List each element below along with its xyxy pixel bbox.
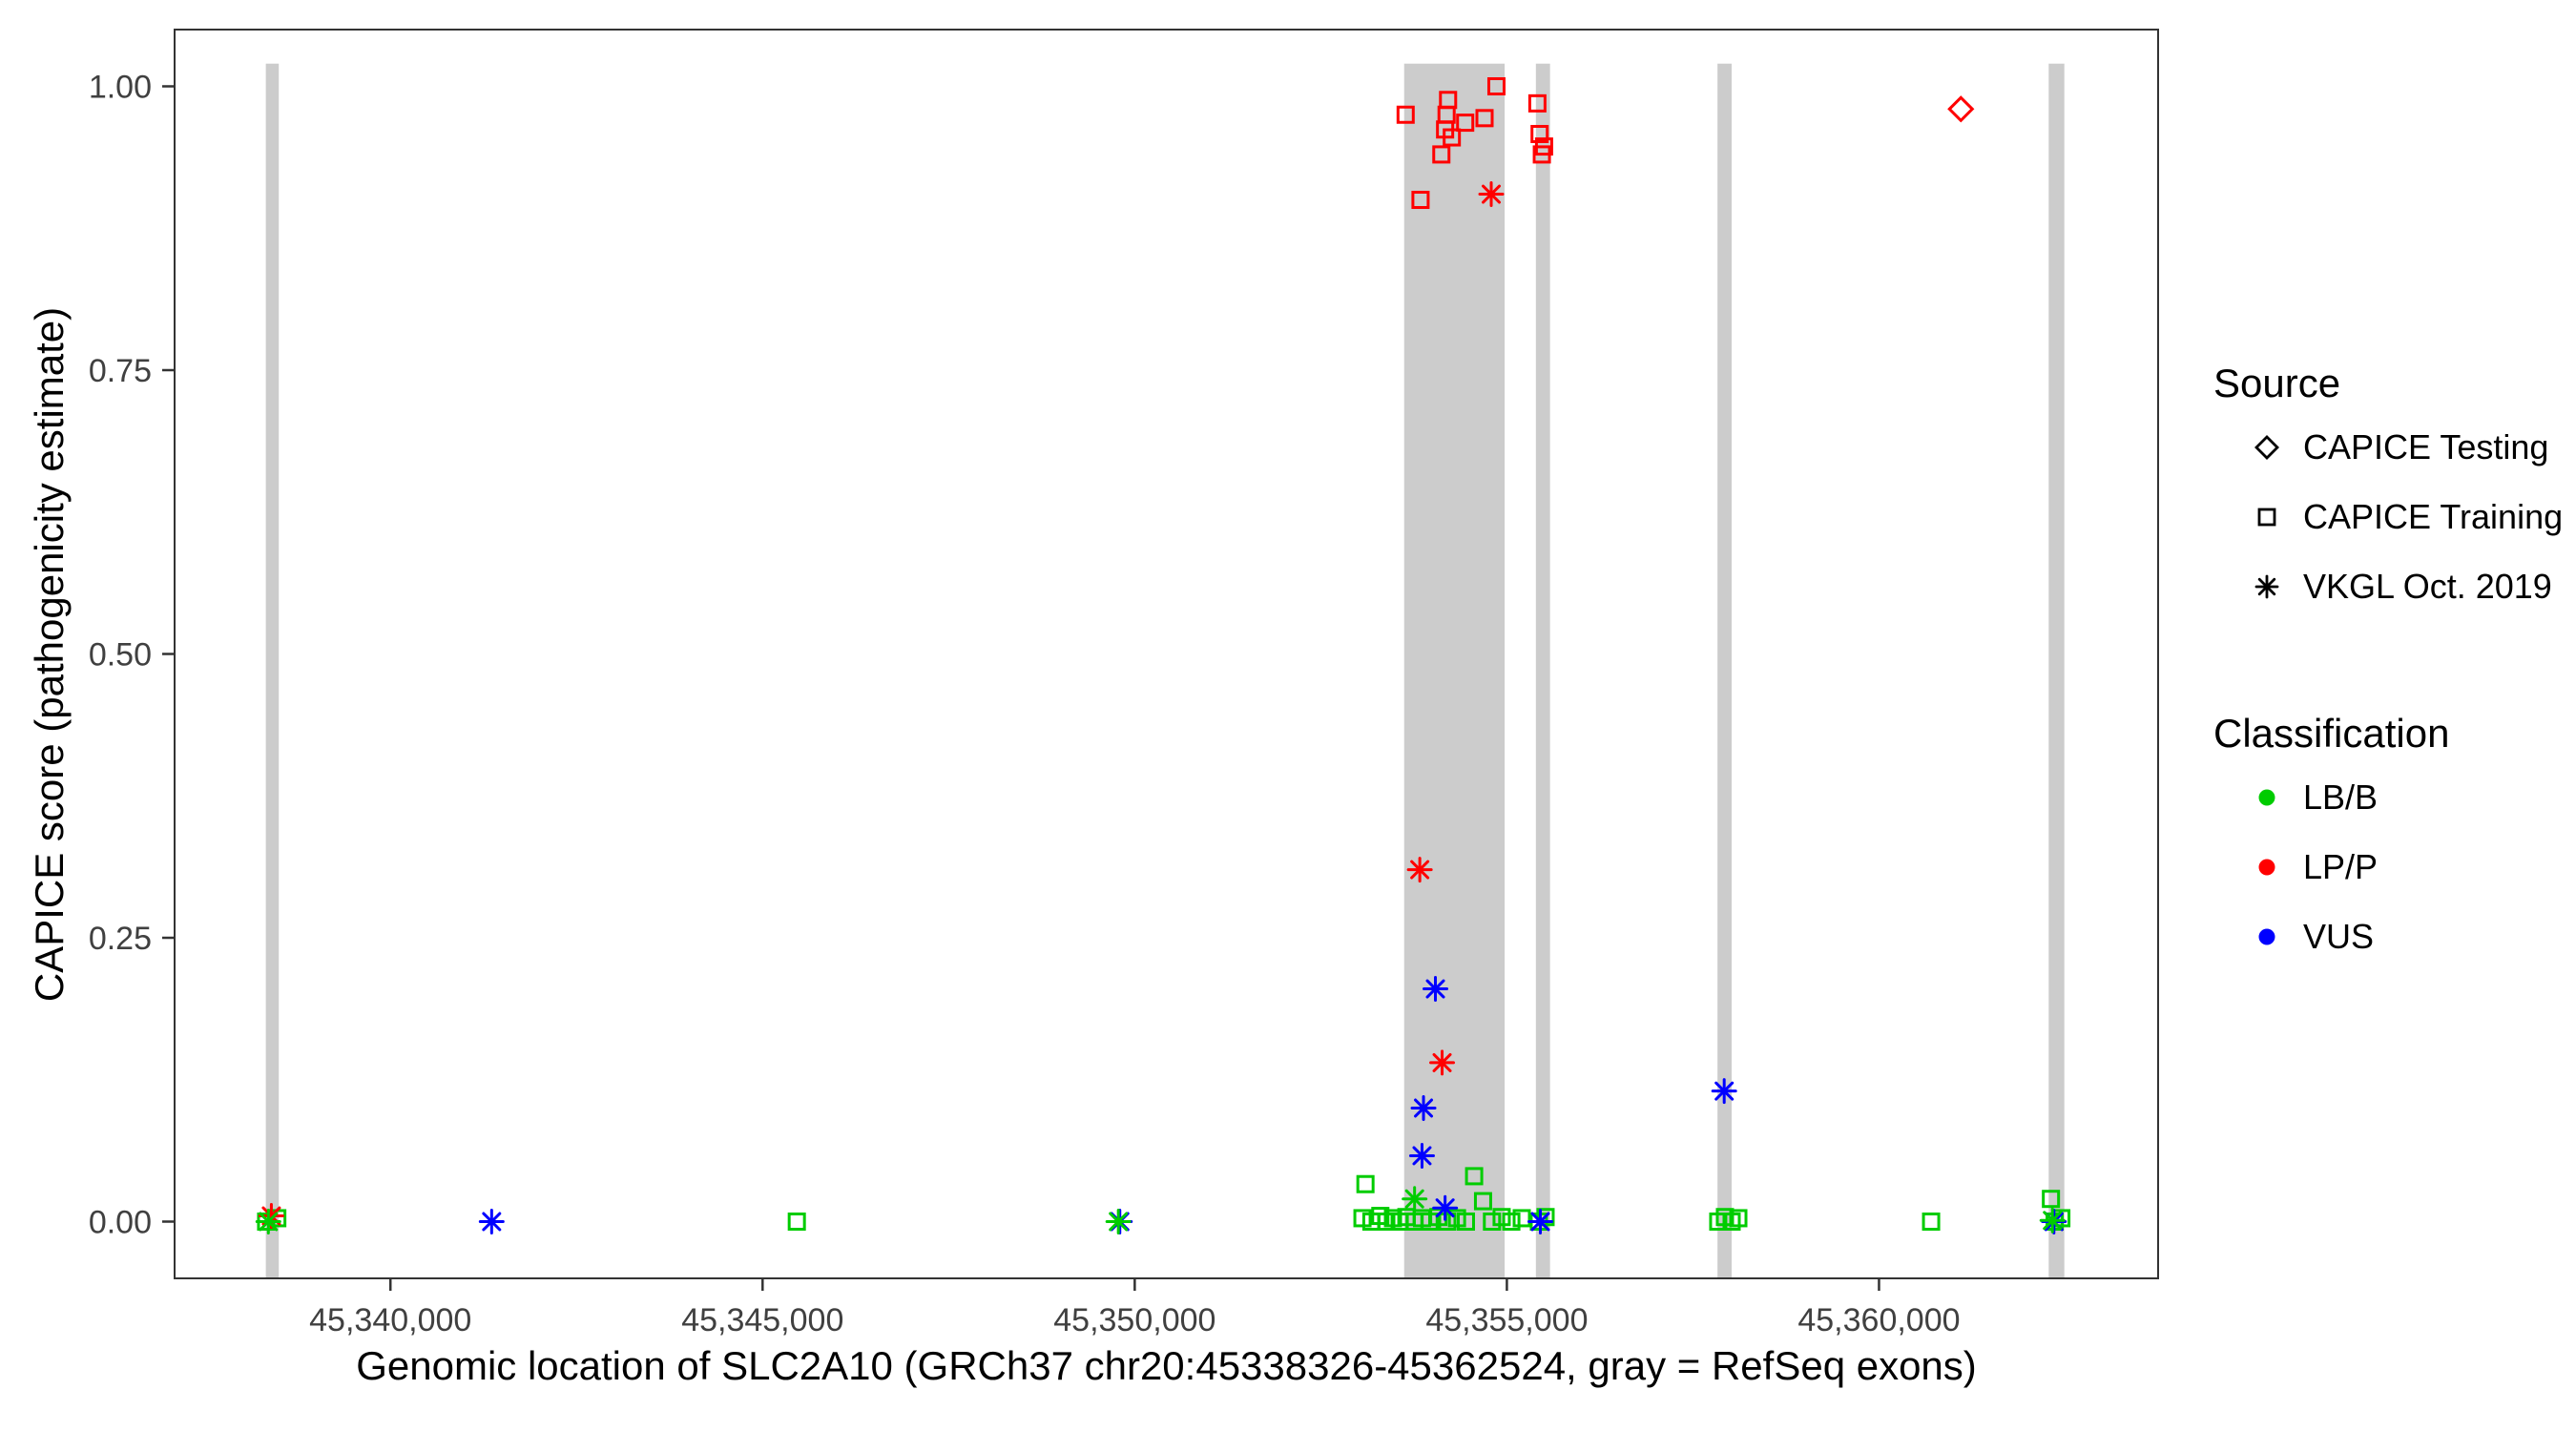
asterisk-icon: [2246, 566, 2288, 608]
svg-text:0.50: 0.50: [89, 637, 152, 674]
data-points: [255, 77, 2071, 1234]
y-axis-title: CAPICE score (pathogenicity estimate): [27, 306, 72, 1003]
svg-text:45,340,000: 45,340,000: [309, 1302, 471, 1338]
legend-label-vus: VUS: [2303, 916, 2375, 956]
svg-text:45,360,000: 45,360,000: [1797, 1302, 1960, 1338]
legend-label-capice-testing: CAPICE Testing: [2303, 426, 2549, 467]
legend-label-lbb: LB/B: [2303, 777, 2379, 817]
legend-item-lbb: LB/B: [2213, 762, 2563, 832]
legend-label-capice-training: CAPICE Training: [2303, 496, 2564, 536]
blue-dot-icon: [2246, 916, 2288, 958]
legend-section-gap: [2213, 621, 2563, 705]
diamond-icon: [2246, 426, 2288, 468]
legend-item-vkgl: VKGL Oct. 2019: [2213, 551, 2563, 621]
legend-source-title: Source: [2213, 361, 2341, 405]
legend-label-lpp: LP/P: [2303, 846, 2379, 886]
legend-item-capice-testing: CAPICE Testing: [2213, 412, 2563, 482]
svg-text:45,350,000: 45,350,000: [1053, 1302, 1215, 1338]
svg-text:45,345,000: 45,345,000: [681, 1302, 843, 1338]
legend-item-lpp: LP/P: [2213, 832, 2563, 902]
svg-text:45,355,000: 45,355,000: [1425, 1302, 1588, 1338]
legend-item-capice-training: CAPICE Training: [2213, 482, 2563, 551]
x-axis-title: Genomic location of SLC2A10 (GRCh37 chr2…: [356, 1343, 1977, 1388]
legend-item-vus: VUS: [2213, 902, 2563, 971]
square-icon: [2246, 496, 2288, 538]
svg-text:0.00: 0.00: [89, 1205, 152, 1241]
green-dot-icon: [2246, 777, 2288, 819]
exon-bars: [265, 63, 2065, 1279]
svg-text:1.00: 1.00: [89, 70, 152, 106]
red-dot-icon: [2246, 846, 2288, 888]
axes: 45,340,000 45,345,000 45,350,000 45,355,000…: [89, 29, 2159, 1338]
svg-text:0.75: 0.75: [89, 353, 152, 389]
legend-classification-title: Classification: [2213, 711, 2450, 756]
legend: Source CAPICE Testing CAPICE Training VK…: [2213, 355, 2563, 971]
legend-label-vkgl: VKGL Oct. 2019: [2303, 566, 2552, 606]
svg-text:0.25: 0.25: [89, 921, 152, 957]
